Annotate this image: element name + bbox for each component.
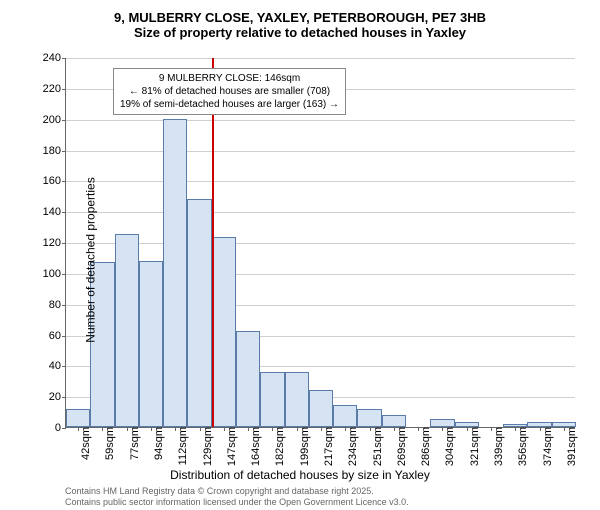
x-tick-label: 164sqm: [248, 427, 262, 466]
x-tick-label: 269sqm: [394, 427, 408, 466]
histogram-bar: [212, 237, 236, 427]
histogram-bar: [357, 409, 381, 428]
x-tick-label: 94sqm: [151, 427, 165, 460]
y-tick-label: 200: [43, 114, 66, 126]
histogram-bar: [163, 119, 187, 427]
histogram-bar: [139, 261, 163, 428]
x-tick-label: 321sqm: [467, 427, 481, 466]
annotation-line1: 9 MULBERRY CLOSE: 146sqm: [120, 72, 339, 85]
x-tick-label: 217sqm: [321, 427, 335, 466]
y-tick-label: 240: [43, 52, 66, 64]
chart-title-line2: Size of property relative to detached ho…: [0, 25, 600, 40]
x-tick-label: 374sqm: [540, 427, 554, 466]
y-tick-label: 160: [43, 175, 66, 187]
x-tick-label: 339sqm: [491, 427, 505, 466]
y-tick-label: 100: [43, 268, 66, 280]
histogram-chart: 9, MULBERRY CLOSE, YAXLEY, PETERBOROUGH,…: [0, 10, 600, 510]
x-tick-label: 251sqm: [370, 427, 384, 466]
annotation-box: 9 MULBERRY CLOSE: 146sqm← 81% of detache…: [113, 68, 346, 115]
gridline: [66, 58, 575, 59]
chart-title-line1: 9, MULBERRY CLOSE, YAXLEY, PETERBOROUGH,…: [0, 10, 600, 25]
y-tick-label: 40: [49, 360, 66, 372]
histogram-bar: [309, 390, 333, 427]
annotation-line3: 19% of semi-detached houses are larger (…: [120, 98, 339, 111]
histogram-bar: [66, 409, 90, 428]
x-tick-label: 286sqm: [418, 427, 432, 466]
gridline: [66, 120, 575, 121]
histogram-bar: [382, 415, 406, 427]
footer-attribution: Contains HM Land Registry data © Crown c…: [65, 486, 409, 508]
footer-line1: Contains HM Land Registry data © Crown c…: [65, 486, 409, 497]
x-tick-label: 391sqm: [564, 427, 578, 466]
histogram-bar: [333, 405, 357, 427]
histogram-bar: [236, 331, 260, 427]
x-tick-label: 304sqm: [442, 427, 456, 466]
annotation-line2: ← 81% of detached houses are smaller (70…: [120, 85, 339, 98]
y-tick-label: 140: [43, 206, 66, 218]
x-tick-label: 42sqm: [78, 427, 92, 460]
histogram-bar: [260, 372, 284, 428]
y-tick-label: 20: [49, 391, 66, 403]
x-tick-label: 77sqm: [127, 427, 141, 460]
x-tick-label: 234sqm: [345, 427, 359, 466]
gridline: [66, 151, 575, 152]
footer-line2: Contains public sector information licen…: [65, 497, 409, 508]
x-tick-label: 112sqm: [175, 427, 189, 465]
gridline: [66, 181, 575, 182]
x-tick-label: 59sqm: [102, 427, 116, 460]
x-tick-label: 129sqm: [200, 427, 214, 466]
y-tick-label: 120: [43, 237, 66, 249]
y-tick-label: 180: [43, 145, 66, 157]
x-tick-label: 147sqm: [224, 427, 238, 466]
plot-area: 02040608010012014016018020022024042sqm59…: [65, 58, 575, 428]
histogram-bar: [115, 234, 139, 427]
y-tick-label: 220: [43, 83, 66, 95]
y-tick-label: 80: [49, 299, 66, 311]
x-axis-label: Distribution of detached houses by size …: [170, 468, 430, 482]
x-tick-label: 199sqm: [297, 427, 311, 466]
gridline: [66, 243, 575, 244]
y-axis-label: Number of detached properties: [84, 177, 98, 342]
histogram-bar: [285, 372, 309, 428]
histogram-bar: [430, 419, 454, 427]
y-tick-label: 60: [49, 330, 66, 342]
y-tick-label: 0: [55, 422, 66, 434]
histogram-bar: [187, 199, 211, 427]
gridline: [66, 212, 575, 213]
x-tick-label: 356sqm: [515, 427, 529, 466]
x-tick-label: 182sqm: [272, 427, 286, 466]
